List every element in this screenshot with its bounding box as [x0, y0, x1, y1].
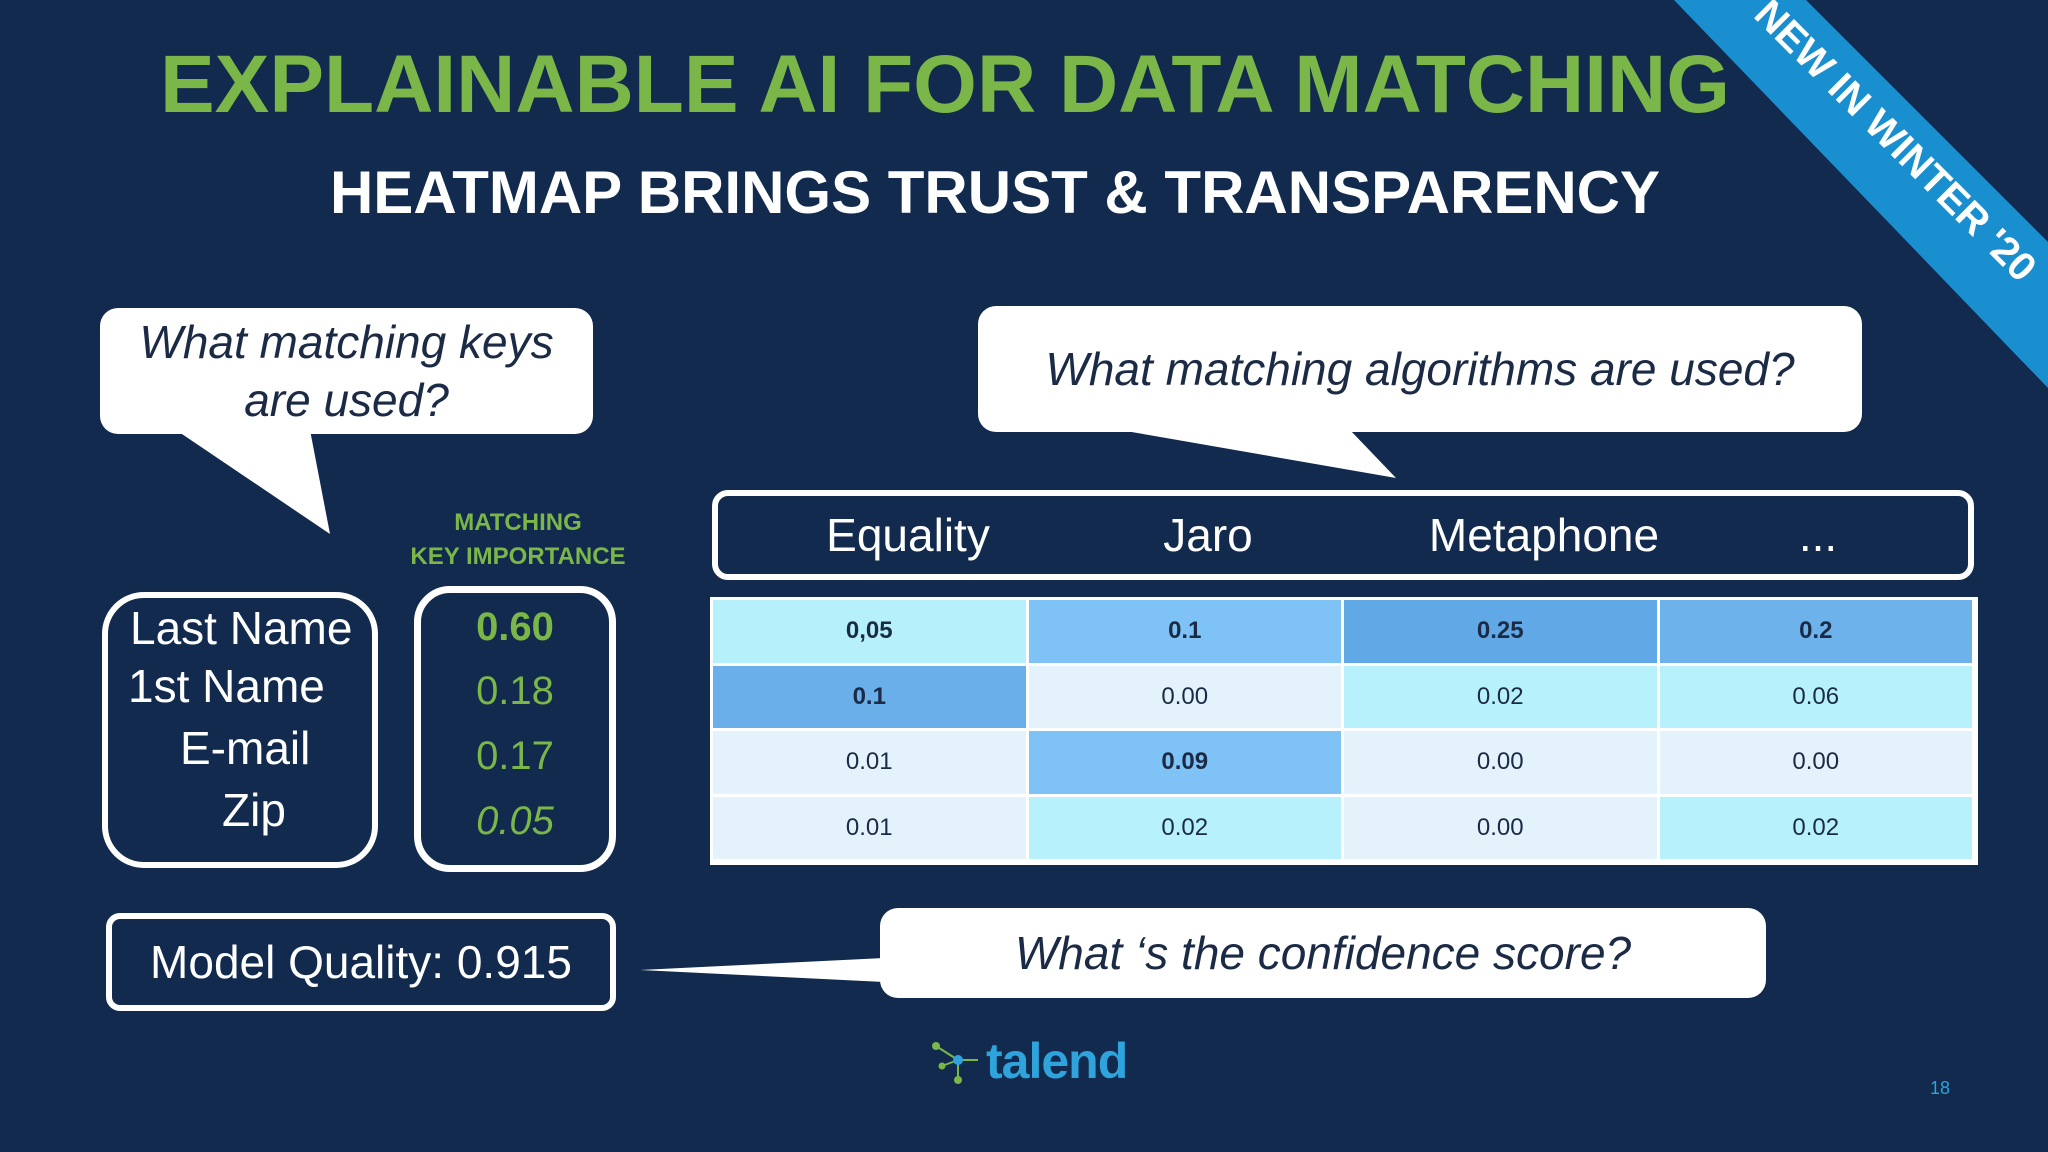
slide-subtitle: HEATMAP BRINGS TRUST & TRANSPARENCY — [329, 159, 1661, 226]
model-quality-box: Model Quality: 0.915 — [106, 913, 616, 1011]
importance-label-line2: KEY IMPORTANCE — [410, 543, 626, 570]
heatmap-cell: 0.25 — [1344, 600, 1660, 666]
heatmap-cell: 0.06 — [1659, 665, 1975, 731]
algo-equality: Equality — [826, 509, 990, 561]
bubble-matching-keys: What matching keys are used? — [100, 308, 593, 434]
algo-more: ... — [1798, 509, 1838, 561]
slide-title: EXPLAINABLE AI FOR DATA MATCHING — [159, 39, 1731, 130]
importance-first-name: 0.18 — [476, 669, 554, 713]
heatmap-cell: 0.1 — [1028, 600, 1344, 666]
matching-keys-box: Last Name 1st Name E-mail Zip — [102, 592, 378, 868]
heatmap-cell: 0.1 — [713, 665, 1029, 731]
heatmap-cell: 0.2 — [1659, 600, 1975, 666]
heatmap-cell: 0,05 — [713, 600, 1029, 666]
talend-logo-icon — [932, 1042, 978, 1084]
importance-label-line1: MATCHING — [454, 509, 582, 536]
key-first-name: 1st Name — [128, 660, 325, 712]
bubble-confidence-score: What ‘s the confidence score? — [880, 908, 1766, 998]
page-number: 18 — [1930, 1078, 1951, 1098]
talend-logo-text: talend — [986, 1033, 1128, 1089]
heatmap-cell: 0.01 — [713, 731, 1029, 797]
new-in-winter-ribbon: NEW IN WINTER '20 — [1674, 0, 2048, 388]
algo-jaro: Jaro — [1163, 509, 1253, 561]
key-zip: Zip — [222, 784, 286, 836]
bubble-keys-line1: What matching keys — [139, 316, 554, 368]
algorithms-header: Equality Jaro Metaphone ... — [712, 490, 1974, 580]
heatmap-cell: 0.00 — [1344, 796, 1660, 862]
heatmap-cell: 0.02 — [1028, 796, 1344, 862]
heatmap-cell: 0.00 — [1028, 665, 1344, 731]
importance-last-name: 0.60 — [476, 605, 554, 649]
bubble-matching-algorithms: What matching algorithms are used? — [978, 306, 1862, 432]
bubble-algos-text: What matching algorithms are used? — [1045, 343, 1795, 395]
heatmap-cell: 0.00 — [1659, 731, 1975, 797]
bubble-conf-text: What ‘s the confidence score? — [1014, 927, 1632, 979]
key-importance-box: 0.60 0.18 0.17 0.05 — [414, 586, 616, 872]
key-last-name: Last Name — [130, 602, 353, 654]
heatmap-cell: 0.02 — [1344, 665, 1660, 731]
matching-heatmap: 0,05 0.1 0.25 0.2 0.1 0.00 0.02 0.06 0.01 0.09 0.0… — [710, 597, 1978, 865]
heatmap-cell: 0.01 — [713, 796, 1029, 862]
algo-metaphone: Metaphone — [1428, 509, 1660, 561]
matching-key-importance-label: MATCHING KEY IMPORTANCE — [398, 506, 638, 574]
importance-email: 0.17 — [476, 734, 554, 778]
heatmap-cell: 0.09 — [1028, 731, 1344, 797]
heatmap-cell: 0.02 — [1659, 796, 1975, 862]
key-email: E-mail — [180, 722, 311, 774]
heatmap-cell: 0.00 — [1344, 731, 1660, 797]
importance-zip: 0.05 — [476, 799, 554, 843]
bubble-keys-line2: are used? — [244, 374, 449, 426]
